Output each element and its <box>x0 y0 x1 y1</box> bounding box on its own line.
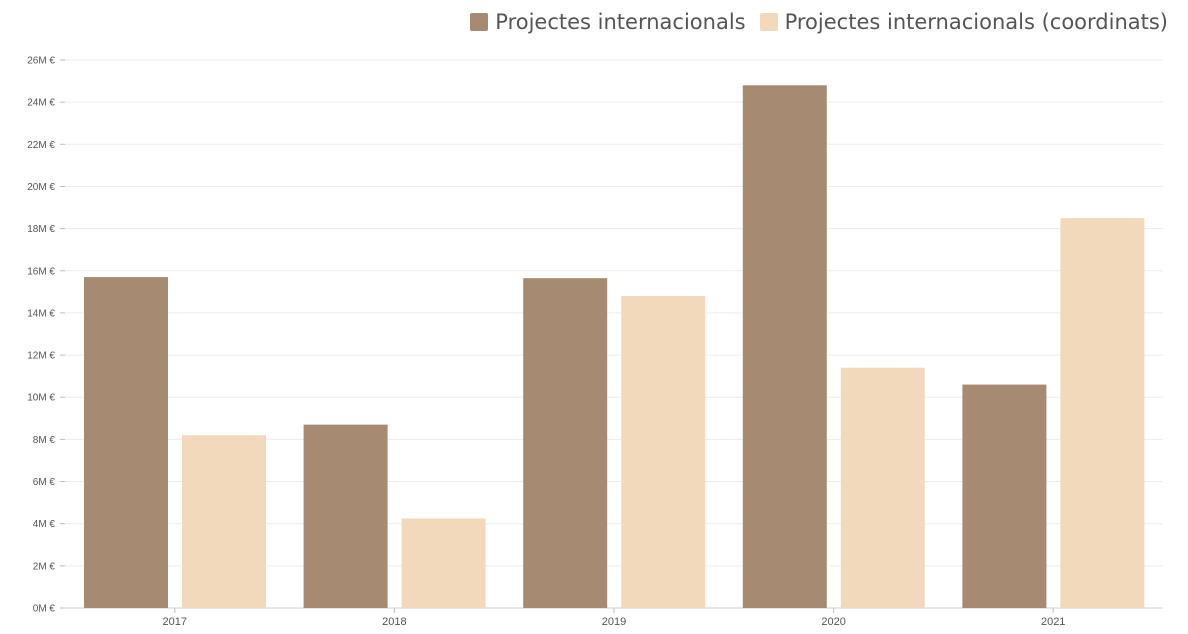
y-tick-label: 16M € <box>27 266 55 277</box>
bar-2020-series-1 <box>742 85 827 609</box>
bar-2017-series-1 <box>84 277 168 608</box>
x-tick-label: 2018 <box>382 616 406 628</box>
y-tick-label: 4M € <box>33 519 56 530</box>
y-tick-label: 12M € <box>27 351 55 362</box>
bar-2019-series-2 <box>621 296 706 608</box>
y-tick-label: 8M € <box>33 435 56 446</box>
bar-2021-series-1 <box>962 384 1047 608</box>
y-tick-label: 2M € <box>33 561 56 572</box>
legend-item-series-1[interactable]: Projectes internacionals <box>470 10 746 34</box>
bar-2017-series-2 <box>182 435 266 608</box>
y-tick-label: 0M € <box>33 604 56 615</box>
x-tick-label: 2017 <box>163 616 187 628</box>
bar-2019-series-1 <box>523 278 608 608</box>
y-tick-label: 24M € <box>27 98 55 109</box>
legend-item-series-2[interactable]: Projectes internacionals (coordinats) <box>759 10 1168 34</box>
legend-label-series-1: Projectes internacionals <box>495 10 746 34</box>
bar-2018-series-1 <box>303 424 388 608</box>
y-tick-label: 22M € <box>27 140 55 151</box>
y-tick-label: 10M € <box>27 393 55 404</box>
x-tick-label: 2021 <box>1041 616 1065 628</box>
y-tick-label: 6M € <box>33 477 56 488</box>
y-tick-label: 26M € <box>27 56 55 67</box>
x-tick-label: 2019 <box>602 616 626 628</box>
y-tick-label: 20M € <box>27 182 55 193</box>
legend-swatch-series-2 <box>759 13 778 31</box>
y-tick-label: 14M € <box>27 308 55 319</box>
legend-label-series-2: Projectes internacionals (coordinats) <box>784 10 1168 34</box>
legend-swatch-series-1 <box>470 13 489 31</box>
y-tick-label: 18M € <box>27 224 55 235</box>
bar-2018-series-2 <box>401 518 486 608</box>
bar-2021-series-2 <box>1060 218 1145 609</box>
bar-2020-series-2 <box>840 367 925 608</box>
legend: Projectes internacionals Projectes inter… <box>470 10 1168 34</box>
x-tick-label: 2020 <box>821 616 845 628</box>
